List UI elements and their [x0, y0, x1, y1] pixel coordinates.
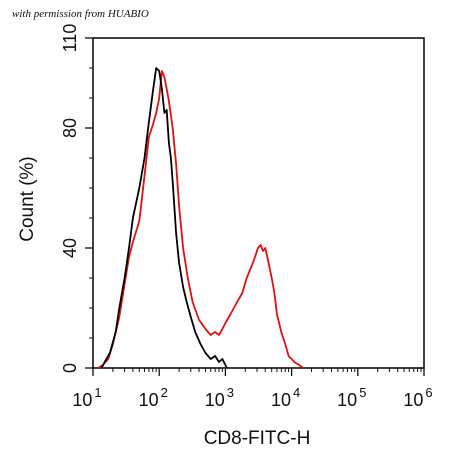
x-axis-title: CD8-FITC-H: [204, 428, 311, 449]
x-tick-label: 10 1: [72, 385, 101, 410]
x-tick-label: 10 6: [403, 385, 432, 410]
watermark-text: with permission from HUABIO: [12, 8, 149, 20]
y-axis-ticks: 0 40 80 110: [60, 24, 93, 373]
y-axis-title: Count (%): [17, 156, 38, 242]
x-axis-ticks: 10 1 10 2 10 3 10 4 10 5 10 6: [72, 368, 433, 410]
y-tick-label: 110: [60, 24, 80, 53]
plot-border: [92, 37, 425, 369]
y-tick-label: 0: [60, 363, 80, 373]
series-red-histogram: [97, 70, 304, 369]
series-layer: [97, 67, 304, 369]
y-tick-label: 40: [60, 238, 80, 258]
series-black-histogram: [100, 67, 228, 369]
plot-frame: [92, 37, 425, 369]
x-tick-label: 10 3: [205, 385, 234, 410]
x-tick-label: 10 4: [271, 385, 300, 410]
y-tick-label: 80: [60, 118, 80, 138]
x-tick-label: 10 2: [139, 385, 168, 410]
x-tick-label: 10 5: [337, 385, 366, 410]
